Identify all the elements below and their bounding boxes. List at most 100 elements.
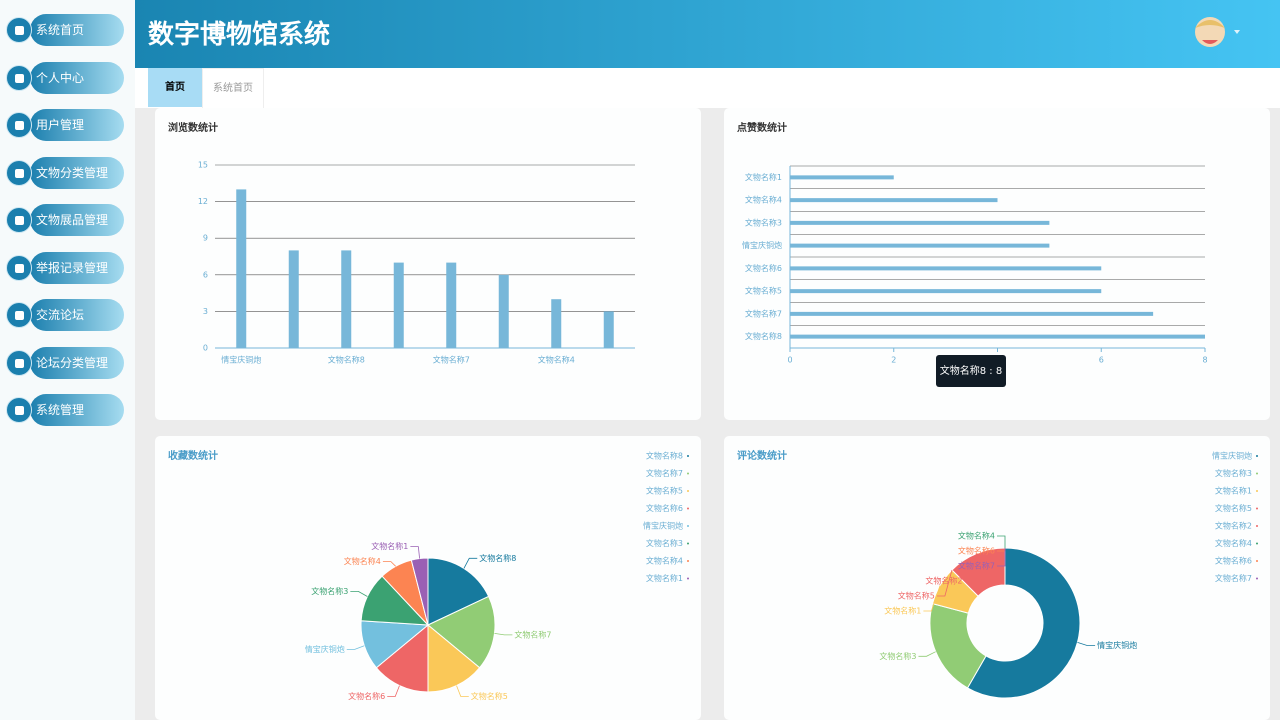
slice-label: 文物名称1 xyxy=(371,541,408,551)
legend-label: 文物名称3 xyxy=(646,538,683,548)
y-tick-label: 情宝庆铜炮 xyxy=(742,240,782,250)
leader-line xyxy=(923,585,941,612)
legend-dot xyxy=(1256,560,1258,562)
legend-label: 文物名称8 xyxy=(646,451,683,461)
menu-item[interactable]: 用户管理 xyxy=(6,109,124,141)
menu-label[interactable]: 文物展品管理 xyxy=(30,204,124,236)
chart: 点赞数统计02468文物名称1文物名称4文物名称3情宝庆铜炮文物名称6文物名称5… xyxy=(737,121,1208,387)
tooltip-text: 文物名称8 : 8 xyxy=(940,364,1002,377)
leader-line xyxy=(997,535,1006,548)
legend-dot xyxy=(687,525,689,527)
slice xyxy=(427,623,481,693)
legend-dot xyxy=(687,472,689,475)
legend-dot xyxy=(1256,525,1258,527)
x-tick-label: 文物名称8 xyxy=(328,355,365,365)
leader-line xyxy=(387,685,400,697)
legend-label: 文物名称4 xyxy=(1215,538,1252,548)
y-tick-label: 6 xyxy=(203,270,208,279)
y-tick-label: 9 xyxy=(203,234,208,243)
leader-line xyxy=(382,561,397,567)
y-tick-label: 文物名称6 xyxy=(745,263,782,273)
legend-dot xyxy=(687,490,689,492)
y-tick-label: 文物名称4 xyxy=(745,195,782,205)
menu-item[interactable]: 交流论坛 xyxy=(6,299,124,331)
y-tick-label: 12 xyxy=(198,197,208,206)
legend-label: 文物名称7 xyxy=(1215,573,1252,583)
x-tick-label: 情宝庆铜炮 xyxy=(221,355,261,365)
legend-label: 文物名称6 xyxy=(646,503,683,513)
menu-label[interactable]: 用户管理 xyxy=(30,109,124,141)
slice-label: 情宝庆铜炮 xyxy=(305,644,345,654)
leader-line xyxy=(350,590,368,597)
tab[interactable]: 首页 xyxy=(148,68,202,107)
card: 收藏数统计 文物名称8 文物名称7 文物名称5 文物名称1 文物名称4 文物名称3 情宝庆铜炮… xyxy=(155,436,701,720)
slice-label: 文物名称1 xyxy=(884,606,921,616)
leader-line xyxy=(346,645,365,650)
bar xyxy=(790,311,1154,316)
legend-label: 文物名称1 xyxy=(1215,486,1252,496)
menu-label[interactable]: 举报记录管理 xyxy=(30,251,124,284)
leader-line xyxy=(456,685,469,697)
y-tick-label: 15 xyxy=(198,161,208,170)
legend-label: 文物名称5 xyxy=(646,486,683,496)
bar xyxy=(790,198,998,203)
menu-item[interactable]: 举报记录管理 xyxy=(6,251,124,284)
x-tick-label: 2 xyxy=(891,356,896,365)
y-tick-label: 3 xyxy=(203,307,208,316)
legend-dot xyxy=(1256,472,1258,475)
header: 数字博物馆系统 xyxy=(135,0,1280,68)
card: 评论数统计 情宝庆铜炮 文物名称4 文物名称6 文物名称7 文物名称2 文物名称5 文物名称1… xyxy=(724,436,1270,720)
slice-label: 文物名称6 xyxy=(958,546,995,556)
chart: 收藏数统计文物名称8文物名称7文物名称5文物名称1文物名称4文物名称3情宝庆铜炮… xyxy=(168,449,689,701)
slice-label: 文物名称3 xyxy=(879,651,916,661)
chart: 评论数统计情宝庆铜炮文物名称4文物名称6文物名称7文物名称2文物名称5文物名称1… xyxy=(737,449,1258,699)
menu-item[interactable]: 论坛分类管理 xyxy=(6,346,124,379)
avatar[interactable] xyxy=(1190,14,1240,54)
menu-label[interactable]: 文物分类管理 xyxy=(30,156,124,189)
menu-item[interactable]: 个人中心 xyxy=(6,61,124,94)
bar xyxy=(790,243,1050,248)
legend-label: 文物名称5 xyxy=(1215,503,1252,513)
menu-item[interactable]: 文物展品管理 xyxy=(6,204,124,236)
legend-label: 情宝庆铜炮 xyxy=(1212,451,1252,461)
legend-dot xyxy=(687,507,689,510)
slice-label: 文物名称4 xyxy=(958,531,995,541)
menu-icon xyxy=(6,397,32,423)
leader-line xyxy=(964,553,977,582)
dropdown-caret[interactable] xyxy=(1234,30,1240,34)
menu-icon xyxy=(6,17,32,43)
bar xyxy=(790,334,1205,339)
chart-title: 收藏数统计 xyxy=(168,449,218,462)
legend-dot xyxy=(687,455,689,457)
bar xyxy=(341,250,352,348)
y-tick-label: 文物名称7 xyxy=(745,308,782,318)
menu-label[interactable]: 系统管理 xyxy=(30,394,124,426)
chart: 浏览数统计 0 3 6 9 12 15 情宝庆铜炮 文物名称8 文物名称7 文物名称4 xyxy=(168,121,635,365)
menu-item[interactable]: 文物分类管理 xyxy=(6,156,124,189)
legend-dot xyxy=(1256,542,1258,545)
slice-label: 文物名称7 xyxy=(958,561,995,571)
menu-label[interactable]: 论坛分类管理 xyxy=(30,346,124,379)
legend-label: 文物名称2 xyxy=(1215,521,1252,531)
app-title: 数字博物馆系统 xyxy=(148,20,331,50)
leader-line xyxy=(463,557,478,569)
menu-label[interactable]: 交流论坛 xyxy=(30,299,124,331)
leader-line xyxy=(494,633,513,636)
menu-label[interactable]: 个人中心 xyxy=(30,61,124,94)
slice xyxy=(966,547,1081,699)
slice-label: 情宝庆铜炮 xyxy=(1097,640,1137,650)
menu-item[interactable]: 系统管理 xyxy=(6,394,124,426)
x-tick-label: 文物名称7 xyxy=(433,355,470,365)
tab[interactable]: 系统首页 xyxy=(202,68,264,109)
slice-label: 文物名称3 xyxy=(311,586,348,596)
chart-title: 点赞数统计 xyxy=(737,121,787,134)
chart-title: 评论数统计 xyxy=(737,449,787,462)
y-tick-label: 文物名称1 xyxy=(745,172,782,182)
tab-bar: 首页 系统首页 xyxy=(135,68,1280,109)
y-tick-label: 0 xyxy=(203,344,208,353)
menu-item[interactable]: 系统首页 xyxy=(6,14,124,46)
bar xyxy=(790,175,894,180)
leader-line xyxy=(997,548,1006,567)
leader-line xyxy=(918,651,936,657)
menu-label[interactable]: 系统首页 xyxy=(30,14,124,46)
